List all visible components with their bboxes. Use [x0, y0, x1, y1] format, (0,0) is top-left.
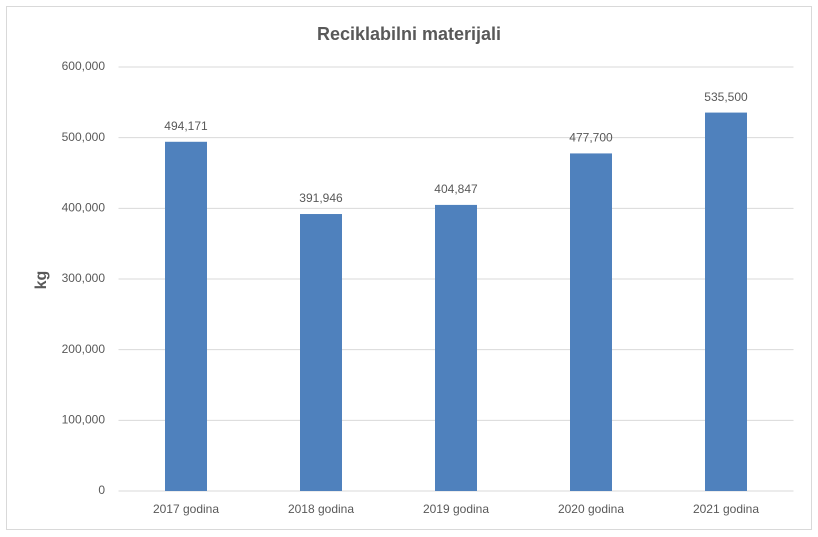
y-tick-label: 300,000	[62, 271, 106, 285]
bar	[570, 153, 612, 491]
y-tick-label: 200,000	[62, 342, 106, 356]
x-tick-label: 2021 godina	[693, 502, 759, 516]
value-label: 477,700	[569, 131, 613, 145]
x-tick-label: 2017 godina	[153, 502, 219, 516]
y-tick-label: 0	[98, 483, 105, 497]
value-label: 494,171	[164, 119, 208, 133]
x-tick-label: 2020 godina	[558, 502, 624, 516]
x-tick-label: 2018 godina	[288, 502, 354, 516]
bar	[165, 141, 207, 491]
value-label: 391,946	[299, 191, 343, 205]
chart-border	[6, 6, 812, 530]
bar	[300, 214, 342, 491]
chart-title: Reciklabilni materijali	[317, 24, 501, 44]
x-tick-label: 2019 godina	[423, 502, 489, 516]
y-tick-label: 400,000	[62, 201, 106, 215]
bar	[705, 112, 747, 491]
y-axis-title: kg	[33, 271, 50, 290]
bar	[435, 204, 477, 491]
y-tick-label: 600,000	[62, 59, 106, 73]
value-label: 404,847	[434, 182, 478, 196]
y-tick-label: 500,000	[62, 130, 106, 144]
value-label: 535,500	[704, 90, 748, 104]
y-tick-label: 100,000	[62, 413, 106, 427]
